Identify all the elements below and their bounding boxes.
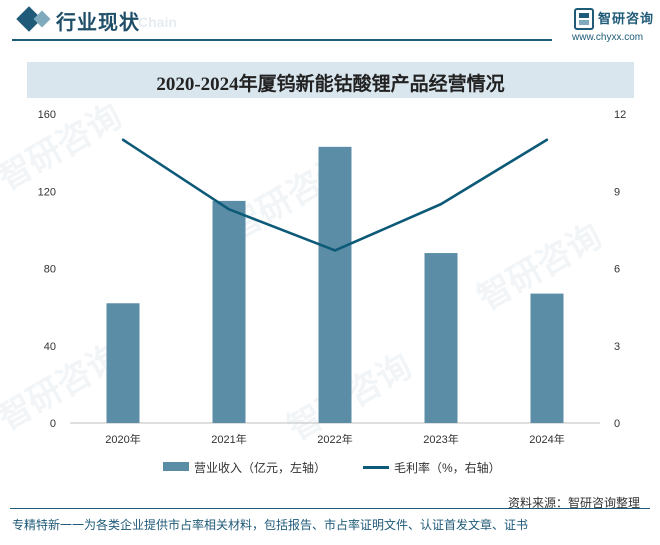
footer-slogan: 专精特新一一为各类企业提供市占率相关材料，包括报告、市占率证明文件、认证首发文章… (12, 518, 529, 532)
legend-label-revenue: 营业收入（亿元，左轴） (194, 461, 327, 475)
x-tick-label: 2023年 (423, 432, 458, 446)
y-right-tick-label: 9 (614, 186, 620, 198)
x-tick-label: 2024年 (529, 432, 564, 446)
legend-swatch-revenue (163, 462, 189, 471)
y-left-tick-label: 120 (38, 186, 56, 198)
bar-revenue (530, 293, 564, 423)
bar-revenue (212, 200, 246, 423)
combo-chart: 0 40 80 120 160 0 3 6 9 12 2020年 2021年 2022年 2023年 202… (38, 109, 627, 446)
point-gross-margin (227, 208, 231, 211)
bar-revenue (424, 253, 458, 423)
x-tick-label: 2021年 (211, 432, 246, 446)
y-left-tick-label: 160 (38, 109, 56, 121)
x-tick-label: 2020年 (105, 432, 140, 446)
bar-revenue (318, 146, 352, 424)
y-left-tick-label: 80 (44, 264, 56, 276)
point-gross-margin (439, 202, 443, 206)
footer-divider (10, 508, 650, 509)
source-note: 资料来源：智研咨询整理 (508, 496, 641, 510)
section-title: 行业现状 (56, 12, 140, 34)
logo-name: 智研咨询 (598, 11, 655, 26)
y-right-tick-label: 6 (614, 264, 620, 276)
page-header: 行业现状 Chain 智研咨询 www.chyxx.com (0, 0, 660, 44)
logo-icon (574, 8, 594, 30)
chart-title-box: 2020-2024年厦钨新能钴酸锂产品经营情况 (27, 62, 634, 98)
section-subtitle: Chain (138, 14, 177, 30)
point-gross-margin (333, 249, 337, 252)
header-divider (12, 39, 552, 41)
bar-revenue (106, 303, 140, 423)
y-right-tick-label: 3 (614, 341, 620, 353)
y-left-tick-label: 40 (44, 341, 56, 353)
point-gross-margin (121, 138, 125, 141)
y-left-tick-label: 0 (50, 418, 56, 430)
y-right-tick-label: 0 (614, 418, 620, 430)
y-right-tick-label: 12 (614, 109, 626, 121)
point-gross-margin (545, 138, 549, 141)
x-tick-label: 2022年 (317, 432, 352, 446)
logo-url: www.chyxx.com (572, 32, 644, 43)
chart-title: 2020-2024年厦钨新能钴酸锂产品经营情况 (156, 74, 505, 95)
legend-swatch-margin (363, 466, 389, 469)
legend-label-margin: 毛利率（%，右轴） (394, 461, 501, 475)
chart-legend: 营业收入（亿元，左轴） 毛利率（%，右轴） (0, 458, 660, 476)
